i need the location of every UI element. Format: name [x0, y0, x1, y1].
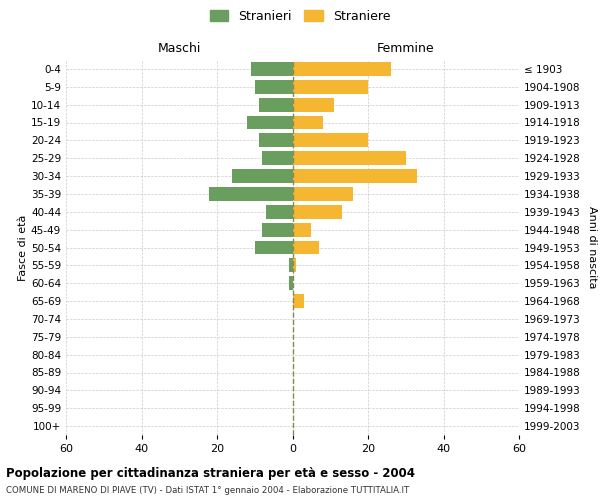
Bar [262, 222, 293, 236]
Bar [293, 62, 391, 76]
Text: COMUNE DI MARENO DI PIAVE (TV) - Dati ISTAT 1° gennaio 2004 - Elaborazione TUTTI: COMUNE DI MARENO DI PIAVE (TV) - Dati IS… [6, 486, 409, 495]
Bar [209, 187, 293, 201]
Bar [255, 80, 293, 94]
Bar [247, 116, 293, 130]
Y-axis label: Anni di nascita: Anni di nascita [587, 206, 597, 289]
Bar [259, 134, 293, 147]
Bar [255, 240, 293, 254]
Bar [289, 276, 293, 290]
Bar [293, 116, 323, 130]
Bar [293, 98, 334, 112]
Bar [251, 62, 293, 76]
Bar [266, 205, 293, 219]
Bar [293, 169, 417, 183]
Bar [293, 187, 353, 201]
Text: Popolazione per cittadinanza straniera per età e sesso - 2004: Popolazione per cittadinanza straniera p… [6, 468, 415, 480]
Bar [293, 240, 319, 254]
Bar [232, 169, 293, 183]
Legend: Stranieri, Straniere: Stranieri, Straniere [206, 6, 394, 26]
Bar [293, 151, 406, 165]
Bar [293, 205, 341, 219]
Bar [293, 258, 296, 272]
Bar [259, 98, 293, 112]
Bar [293, 222, 311, 236]
Bar [293, 134, 368, 147]
Y-axis label: Fasce di età: Fasce di età [18, 214, 28, 280]
Bar [293, 294, 304, 308]
Bar [293, 80, 368, 94]
Bar [262, 151, 293, 165]
Bar [289, 258, 293, 272]
